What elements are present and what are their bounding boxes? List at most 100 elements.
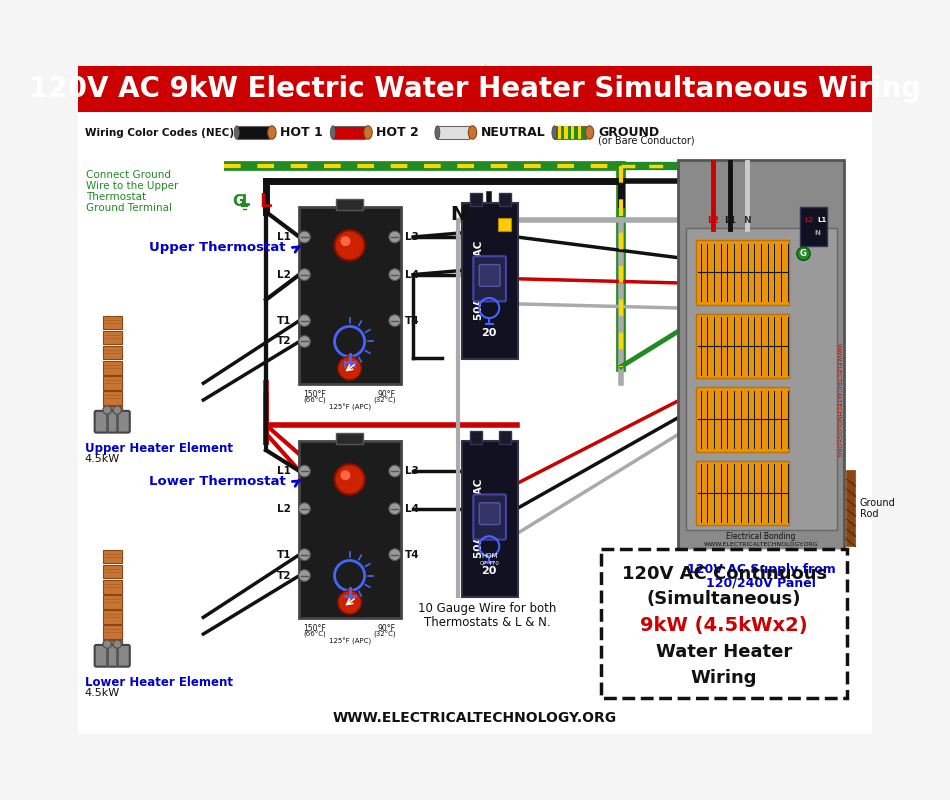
FancyBboxPatch shape [95,411,130,433]
Circle shape [338,357,361,380]
Ellipse shape [552,126,557,139]
FancyBboxPatch shape [103,331,122,345]
Circle shape [340,470,351,480]
Text: (32°C): (32°C) [373,397,395,404]
Text: L2: L2 [277,504,291,514]
Text: T4: T4 [405,315,419,326]
Circle shape [113,406,122,414]
Text: G: G [232,194,245,209]
Text: HOT 1: HOT 1 [280,126,323,139]
FancyBboxPatch shape [695,387,789,452]
Circle shape [103,406,111,414]
Text: 150°F: 150°F [304,624,327,633]
FancyBboxPatch shape [558,126,561,139]
Circle shape [389,314,401,326]
FancyBboxPatch shape [473,494,506,539]
Text: Ground Terminal: Ground Terminal [86,202,172,213]
FancyBboxPatch shape [103,640,122,654]
Circle shape [103,640,111,648]
FancyBboxPatch shape [578,126,581,139]
FancyBboxPatch shape [103,406,122,420]
FancyBboxPatch shape [470,193,482,206]
Text: 90°F: 90°F [377,624,395,633]
Text: L1: L1 [724,216,736,225]
Text: Wire to the Upper: Wire to the Upper [86,181,179,191]
Text: Thermostat: Thermostat [86,192,146,202]
Text: Upper Thermostat: Upper Thermostat [149,242,286,254]
FancyBboxPatch shape [237,126,269,139]
FancyBboxPatch shape [462,202,518,359]
Text: 9kW (4.5kWx2): 9kW (4.5kWx2) [640,616,808,635]
Ellipse shape [331,126,335,139]
FancyBboxPatch shape [498,218,511,231]
Text: L4: L4 [405,504,419,514]
Text: Electrical Bonding: Electrical Bonding [726,532,795,541]
FancyBboxPatch shape [695,314,789,378]
FancyBboxPatch shape [103,610,122,624]
Text: Thermostats & L & N.: Thermostats & L & N. [425,616,551,629]
Text: T1: T1 [276,550,291,560]
FancyBboxPatch shape [473,256,506,302]
Text: 120V AC Supply from: 120V AC Supply from [687,563,835,576]
FancyBboxPatch shape [103,316,122,330]
FancyBboxPatch shape [103,346,122,359]
Text: L2: L2 [707,216,719,225]
Circle shape [334,230,365,261]
Text: Connect Ground: Connect Ground [86,170,171,180]
Ellipse shape [364,126,372,139]
Text: Ground
Rod: Ground Rod [860,498,895,519]
Text: N: N [450,205,466,224]
Circle shape [298,336,311,347]
Text: QP-470: QP-470 [479,561,499,566]
FancyBboxPatch shape [332,126,365,139]
Text: T2: T2 [276,337,291,346]
Circle shape [298,314,311,326]
Text: 120V AC 9kW Electric Water Heater Simultaneous Wiring: 120V AC 9kW Electric Water Heater Simult… [28,75,922,103]
Text: Upper Heater Element: Upper Heater Element [85,442,233,454]
FancyBboxPatch shape [695,240,789,305]
Circle shape [389,503,401,514]
Text: (66°C): (66°C) [304,630,327,638]
FancyBboxPatch shape [479,265,500,286]
FancyBboxPatch shape [479,503,500,525]
Circle shape [389,549,401,561]
Circle shape [797,247,810,261]
FancyBboxPatch shape [78,701,872,734]
Circle shape [298,466,311,477]
FancyBboxPatch shape [103,595,122,609]
Text: L4: L4 [405,270,419,280]
Circle shape [389,269,401,281]
FancyBboxPatch shape [103,565,122,578]
FancyBboxPatch shape [103,626,122,638]
Text: 125°F (APC): 125°F (APC) [329,638,370,645]
Text: T2: T2 [276,570,291,581]
Text: L2: L2 [805,218,814,223]
FancyBboxPatch shape [500,431,511,444]
Text: G: G [800,250,807,258]
Text: (66°C): (66°C) [304,397,327,404]
FancyBboxPatch shape [336,198,363,210]
FancyBboxPatch shape [571,126,575,139]
Text: 4.5kW: 4.5kW [85,454,120,464]
FancyBboxPatch shape [800,207,826,246]
Text: 20: 20 [482,328,497,338]
Circle shape [340,236,351,246]
FancyBboxPatch shape [103,376,122,390]
Text: L1: L1 [817,218,826,223]
Text: 90°F: 90°F [377,390,395,399]
Text: Wiring Color Codes (NEC): Wiring Color Codes (NEC) [85,127,234,138]
Text: Lower Thermostat: Lower Thermostat [149,475,286,489]
FancyBboxPatch shape [462,441,518,598]
FancyBboxPatch shape [103,550,122,563]
Ellipse shape [268,126,276,139]
Text: WWW.ELECTRICALTECHNOLOGY.ORG: WWW.ELECTRICALTECHNOLOGY.ORG [836,342,841,458]
Text: L3: L3 [405,232,419,242]
FancyBboxPatch shape [298,207,401,384]
FancyBboxPatch shape [500,193,511,206]
Circle shape [113,640,122,648]
Text: HOT 2: HOT 2 [376,126,419,139]
Text: L: L [259,191,272,210]
Text: 120/240V Panel: 120/240V Panel [706,576,816,590]
Text: L1: L1 [277,466,291,476]
Circle shape [298,231,311,243]
